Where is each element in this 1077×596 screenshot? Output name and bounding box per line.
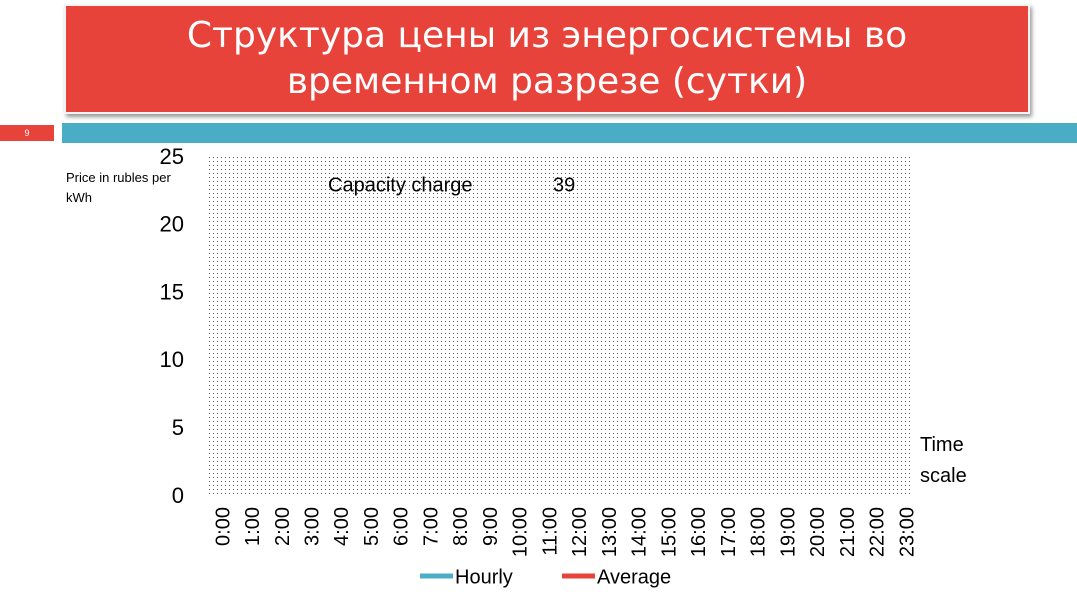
x-tick-label: 23:00 [896,507,918,557]
x-tick-label: 21:00 [837,507,859,557]
y-tick-label: 10 [160,347,184,372]
x-tick-label: 2:00 [272,507,294,546]
x-tick-label: 8:00 [450,507,472,546]
x-tick-label: 7:00 [420,507,442,546]
annotation-text: Capacity charge [328,174,473,196]
title-box: Структура цены из энергосистемы во време… [64,4,1030,114]
x-tick-label: 3:00 [302,507,324,546]
y-tick-label: 0 [172,483,184,508]
x-tick-label: 0:00 [212,507,234,546]
x-axis-label: Time scale [920,434,967,487]
x-tick-label: 5:00 [361,507,383,546]
y-tick-label: 15 [160,279,184,304]
header-bar [62,123,1077,143]
x-tick-label: 17:00 [718,507,740,557]
plot-area [209,155,912,497]
annotation-value: 39 [553,174,575,196]
slide-number: 9 [0,125,54,141]
x-tick-label: 1:00 [242,507,264,546]
x-tick-label: 18:00 [748,507,770,557]
y-tick-label: 20 [160,212,184,237]
x-tick-label: 20:00 [807,507,829,557]
title-line: Структура цены из энергосистемы во [186,15,908,56]
x-tick-label: 16:00 [688,507,710,557]
x-tick-label: 10:00 [510,507,532,557]
x-tick-label: 12:00 [569,507,591,557]
x-tick-label: 14:00 [629,507,651,557]
x-tick-label: 11:00 [539,507,561,556]
y-tick-label: 5 [172,415,184,440]
x-tick-label: 19:00 [777,507,799,557]
legend-label: Hourly [455,566,513,588]
x-tick-label: 15:00 [658,507,680,557]
y-tick-label: 25 [160,144,184,169]
x-tick-label: 4:00 [331,507,353,546]
y-axis-label: Price in rubles per kWh [66,170,171,205]
x-tick-label: 13:00 [599,507,621,557]
legend-label: Average [597,566,671,588]
x-tick-label: 9:00 [480,507,502,546]
x-tick-label: 22:00 [867,507,889,557]
title-line: временном разрезе (сутки) [286,61,808,102]
x-tick-label: 6:00 [391,507,413,546]
